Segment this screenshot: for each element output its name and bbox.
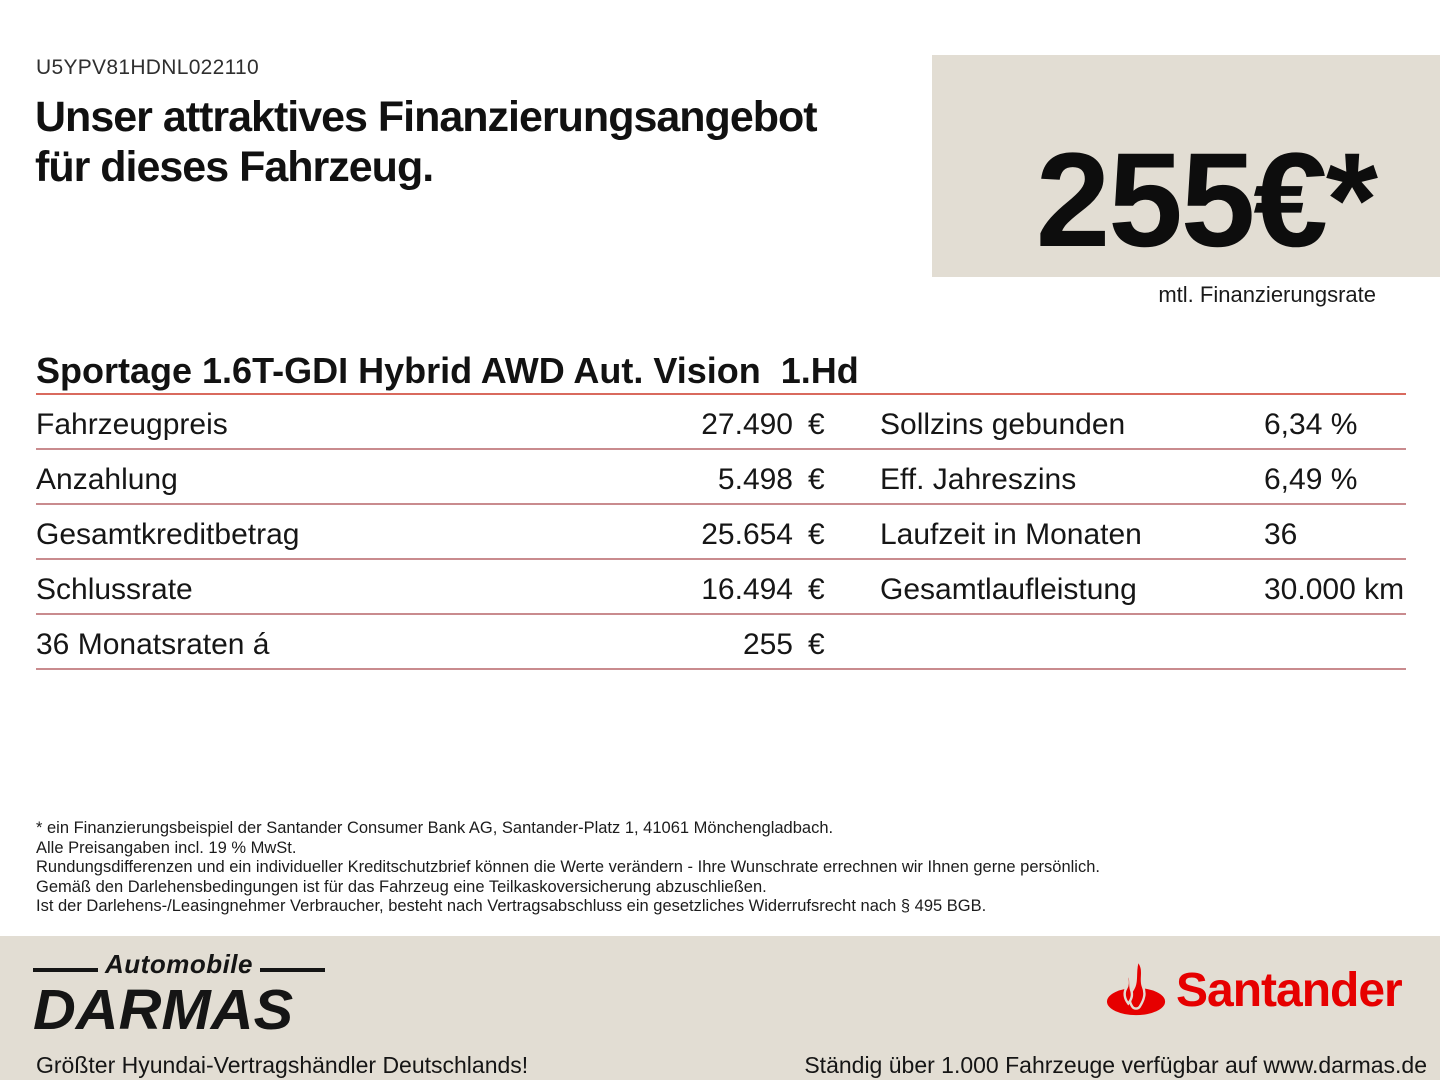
row-label-2: Sollzins gebunden	[880, 408, 1126, 441]
dealer-logo-word: Automobile	[105, 949, 253, 979]
fine-print: * ein Finanzierungsbeispiel der Santande…	[36, 819, 1100, 917]
fine-print-line: * ein Finanzierungsbeispiel der Santande…	[36, 819, 834, 837]
row-value-2: 36	[1264, 518, 1298, 551]
monthly-rate-box: 255€* mtl. Finanzierungsrate	[932, 55, 1440, 307]
santander-wordmark: Santander	[1176, 964, 1403, 1017]
logo-rule-left	[33, 967, 98, 972]
vin-text: U5YPV81HDNL022110	[36, 56, 260, 79]
row-value: 16.494	[701, 573, 793, 606]
row-label: Fahrzeugpreis	[36, 408, 228, 441]
finance-row: Anzahlung 5.498 € Eff. Jahreszins 6,49 %	[36, 450, 1406, 505]
row-unit: €	[808, 463, 825, 496]
row-value: 27.490	[701, 408, 793, 441]
monthly-rate-caption: mtl. Finanzierungsrate	[1158, 282, 1376, 307]
website-tagline: Ständig über 1.000 Fahrzeuge verfügbar a…	[804, 1052, 1427, 1078]
finance-row: Schlussrate 16.494 € Gesamtlaufleistung …	[36, 560, 1406, 615]
row-value: 255	[742, 628, 793, 661]
row-label: Gesamtkreditbetrag	[36, 518, 300, 551]
row-label: Schlussrate	[36, 573, 193, 606]
row-label-2: Gesamtlaufleistung	[880, 573, 1137, 606]
logo-rule-right	[260, 967, 325, 972]
row-value-2: 30.000 km	[1264, 573, 1405, 606]
fine-print-line: Alle Preisangaben incl. 19 % MwSt.	[36, 838, 297, 857]
row-unit: €	[808, 408, 825, 441]
row-label: 36 Monatsraten á	[36, 628, 270, 661]
row-label-2: Eff. Jahreszins	[880, 463, 1077, 496]
offer-headline-line1: Unser attraktives Finanzierungsangebot	[35, 93, 818, 141]
footer-bar: Automobile DARMAS Santander Größter Hyun…	[0, 936, 1440, 1080]
dealer-logo-name: DARMAS	[33, 978, 294, 1042]
santander-flame-icon	[1106, 960, 1166, 1016]
dealer-logo: Automobile DARMAS	[33, 949, 325, 1039]
row-unit: €	[808, 628, 825, 661]
dealer-tagline: Größter Hyundai-Vertragshändler Deutschl…	[36, 1052, 529, 1078]
dealer-logo-top: Automobile	[33, 949, 325, 980]
finance-row: 36 Monatsraten á 255 €	[36, 615, 1406, 670]
row-label-2: Laufzeit in Monaten	[880, 518, 1142, 551]
monthly-rate-value: 255€*	[1035, 126, 1378, 275]
offer-headline: Unser attraktives Finanzierungsangebot f…	[35, 92, 818, 192]
finance-row: Gesamtkreditbetrag 25.654 € Laufzeit in …	[36, 505, 1406, 560]
fine-print-line: Rundungsdifferenzen und ein individuelle…	[36, 858, 1100, 876]
row-value: 5.498	[717, 463, 793, 496]
finance-row: Fahrzeugpreis 27.490 € Sollzins gebunden…	[36, 395, 1406, 450]
fine-print-line: Gemäß den Darlehensbedingungen ist für d…	[36, 877, 767, 896]
row-value: 25.654	[701, 518, 793, 551]
fine-print-line: Ist der Darlehens-/Leasingnehmer Verbrau…	[36, 897, 987, 915]
row-unit: €	[808, 518, 825, 551]
offer-headline-line2: für dieses Fahrzeug.	[35, 143, 434, 191]
santander-logo: Santander	[1106, 960, 1403, 1017]
row-value-2: 6,49 %	[1264, 463, 1358, 496]
row-value-2: 6,34 %	[1264, 408, 1358, 441]
finance-table: Fahrzeugpreis 27.490 € Sollzins gebunden…	[36, 395, 1406, 670]
vehicle-title: Sportage 1.6T-GDI Hybrid AWD Aut. Vision…	[36, 351, 1406, 395]
row-unit: €	[808, 573, 825, 606]
row-label: Anzahlung	[36, 463, 178, 496]
